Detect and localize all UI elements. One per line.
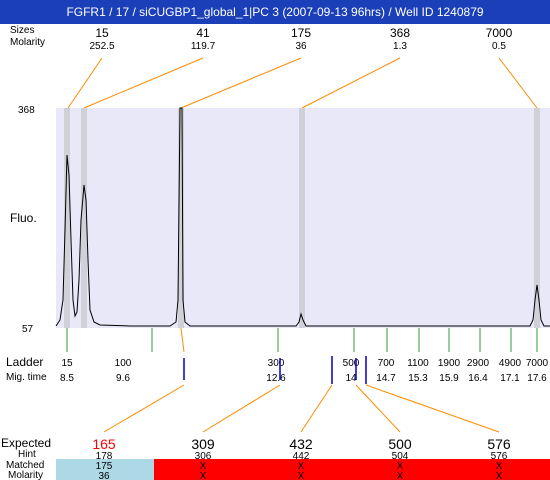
title-bar: FGFR1 / 17 / siCUGBP1_global_1|PC 3 (200… [0,0,550,24]
expected-size: 500 [388,436,412,452]
ladder-size: 700 [378,358,395,369]
peak-molarity: 36 [295,41,307,52]
peak-marker [64,108,70,328]
connector [180,327,185,353]
peak-markers [64,108,540,328]
molarity-row-label: Molarity [8,470,43,480]
connector [355,384,401,433]
connector [180,57,302,109]
matched-row-bg [56,459,154,480]
connector [103,384,185,433]
ladder-time: 15.3 [408,373,428,384]
ladder-time: 17.6 [527,373,547,384]
matched-value: X [397,461,404,472]
expected-size: 165 [92,436,116,452]
hint-value: 306 [195,451,212,462]
ladder-size: 300 [268,358,285,369]
peak-molarity: 252.5 [89,41,114,52]
connector [365,384,500,433]
peak-marker [81,108,87,328]
matched-value: 175 [96,461,113,472]
ladder-time: 14.7 [376,373,396,384]
peak-molarity: 1.3 [393,41,407,52]
ladder-values: 15 8.5 100 9.6 300 12.6 500 14 700 14.7 … [60,358,549,384]
peak-marker [534,108,540,328]
matched-value: X [298,461,305,472]
expected-connectors [103,327,500,433]
fluorescence-trace [55,107,550,327]
matched-value: X [496,461,503,472]
ladder-time: 8.5 [60,373,74,384]
peak-size: 7000 [486,26,513,40]
ladder-size: 7000 [526,358,549,369]
molarity-value: X [397,471,404,480]
peak-size: 175 [291,26,311,40]
y-axis-label: Fluo. [10,211,37,225]
ladder-size: 15 [61,358,73,369]
expected-size: 432 [289,436,313,452]
expected-values: 165 178 175 36 309 306 X X 432 442 X X 5… [92,436,511,480]
window-title: FGFR1 / 17 / siCUGBP1_global_1|PC 3 (200… [66,5,484,19]
ladder-size: 500 [343,358,360,369]
molarity-value: X [298,471,305,480]
peak-size: 15 [95,26,109,40]
matched-value: X [200,461,207,472]
peak-marker [178,108,184,328]
peak-marker [299,108,305,328]
peak-labels: 15 252.5 41 119.7 175 36 368 1.3 7000 0.… [89,26,512,52]
ladder-time: 16.4 [468,373,488,384]
matched-label: Matched [6,460,44,471]
molarity-value: 36 [98,471,110,480]
ladder-time: 14 [345,373,357,384]
y-axis-bottom: 57 [22,324,34,335]
hint-value: 178 [96,451,113,462]
connector [300,384,333,433]
molarity-value: X [200,471,207,480]
molarity-value: X [496,471,503,480]
ladder-time: 9.6 [116,373,130,384]
connector [202,384,281,433]
ladder-size: 1900 [438,358,461,369]
unmatched-row-bg [154,459,550,480]
sizes-label: Sizes [10,25,34,36]
ladder-label: Ladder [6,355,43,369]
hint-value: 576 [491,451,508,462]
ladder-ticks [66,328,538,352]
ladder-size: 4900 [499,358,522,369]
ladder-size: 2900 [467,358,490,369]
hint-value: 442 [293,451,310,462]
peak-size: 41 [196,26,210,40]
molarity-label: Molarity [10,37,45,48]
peak-molarity: 119.7 [191,41,216,52]
connector [498,57,538,109]
expected-label: Expected [1,436,51,450]
ladder-time: 15.9 [439,373,459,384]
hint-label: Hint [18,449,36,460]
expected-size: 576 [487,436,511,452]
connector [67,57,103,109]
ladder-size: 100 [115,358,132,369]
hint-value: 504 [392,451,409,462]
expected-size: 309 [191,436,215,452]
peak-size: 368 [390,26,410,40]
connector [83,57,204,109]
peak-molarity: 0.5 [492,41,506,52]
connector [301,57,401,109]
y-axis-top: 368 [18,105,35,116]
mig-time-label: Mig. time [6,372,47,383]
ladder-time: 17.1 [500,373,520,384]
ladder-size: 1100 [407,358,429,369]
expected-markers [183,356,367,384]
ladder-time: 12.6 [266,373,286,384]
peak-connectors [67,57,538,109]
